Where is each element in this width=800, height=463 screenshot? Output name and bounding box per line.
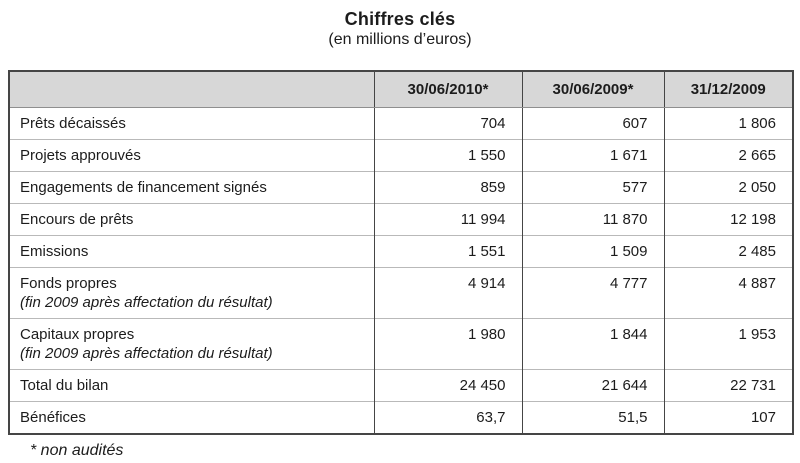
header-col-30-06-2009: 30/06/2009* <box>521 71 664 108</box>
row-label: Bénéfices <box>20 409 86 426</box>
table-row: Projets approuvés 1 550 1 671 2 665 <box>8 139 793 172</box>
value-cell: 4 887 <box>663 267 793 319</box>
value-cell: 1 671 <box>521 139 664 172</box>
table-row: Bénéfices 63,7 51,5 107 <box>8 401 793 434</box>
table-row: Fonds propres (fin 2009 après affectation… <box>8 267 793 319</box>
value-cell: 1 551 <box>373 235 522 268</box>
value-cell: 577 <box>521 171 664 204</box>
row-label-cell: Emissions <box>8 235 374 268</box>
row-label: Fonds propres <box>20 275 117 292</box>
table-row: Engagements de financement signés 859 57… <box>8 171 793 204</box>
row-label-cell: Projets approuvés <box>8 139 374 172</box>
value-cell: 1 509 <box>521 235 664 268</box>
row-label: Total du bilan <box>20 377 109 394</box>
key-figures-table: 30/06/2010* 30/06/2009* 31/12/2009 Prêts… <box>8 70 794 435</box>
row-label: Emissions <box>20 243 89 260</box>
value-cell: 4 777 <box>521 267 664 319</box>
value-cell: 11 994 <box>373 203 522 236</box>
table-row: Total du bilan 24 450 21 644 22 731 <box>8 369 793 402</box>
page-subtitle: (en millions d’euros) <box>328 31 472 48</box>
value-cell: 11 870 <box>521 203 664 236</box>
value-cell: 2 050 <box>663 171 793 204</box>
row-label-cell: Engagements de financement signés <box>8 171 374 204</box>
value-cell: 1 953 <box>663 318 793 370</box>
value-cell: 21 644 <box>521 369 664 402</box>
row-note: (fin 2009 après affectation du résultat) <box>20 345 273 362</box>
table-row: Emissions 1 551 1 509 2 485 <box>8 235 793 268</box>
value-cell: 63,7 <box>373 401 522 434</box>
table-header-row: 30/06/2010* 30/06/2009* 31/12/2009 <box>8 71 793 108</box>
value-cell: 859 <box>373 171 522 204</box>
header-empty-cell <box>8 71 374 108</box>
row-label: Encours de prêts <box>20 211 134 228</box>
value-cell: 12 198 <box>663 203 793 236</box>
row-label-cell: Fonds propres (fin 2009 après affectation… <box>8 267 374 319</box>
row-label-cell: Bénéfices <box>8 401 374 434</box>
header-col-31-12-2009: 31/12/2009 <box>663 71 793 108</box>
value-cell: 607 <box>521 107 664 140</box>
row-label: Engagements de financement signés <box>20 179 267 196</box>
table-row: Encours de prêts 11 994 11 870 12 198 <box>8 203 793 236</box>
value-cell: 4 914 <box>373 267 522 319</box>
value-cell: 24 450 <box>373 369 522 402</box>
row-label-cell: Prêts décaissés <box>8 107 374 140</box>
row-note: (fin 2009 après affectation du résultat) <box>20 294 273 311</box>
page-title: Chiffres clés <box>344 9 456 29</box>
value-cell: 51,5 <box>521 401 664 434</box>
row-label: Prêts décaissés <box>20 115 126 132</box>
row-label: Capitaux propres <box>20 326 135 343</box>
row-label-cell: Capitaux propres (fin 2009 après affectat… <box>8 318 374 370</box>
table-row: Capitaux propres (fin 2009 après affectat… <box>8 318 793 370</box>
header-col-30-06-2010: 30/06/2010* <box>373 71 522 108</box>
value-cell: 704 <box>373 107 522 140</box>
row-label-cell: Total du bilan <box>8 369 374 402</box>
value-cell: 1 844 <box>521 318 664 370</box>
value-cell: 1 980 <box>373 318 522 370</box>
row-label: Projets approuvés <box>20 147 141 164</box>
value-cell: 22 731 <box>663 369 793 402</box>
value-cell: 2 665 <box>663 139 793 172</box>
value-cell: 2 485 <box>663 235 793 268</box>
value-cell: 1 550 <box>373 139 522 172</box>
table-row: Prêts décaissés 704 607 1 806 <box>8 107 793 140</box>
value-cell: 1 806 <box>663 107 793 140</box>
footnote: * non audités <box>30 442 124 459</box>
value-cell: 107 <box>663 401 793 434</box>
row-label-cell: Encours de prêts <box>8 203 374 236</box>
